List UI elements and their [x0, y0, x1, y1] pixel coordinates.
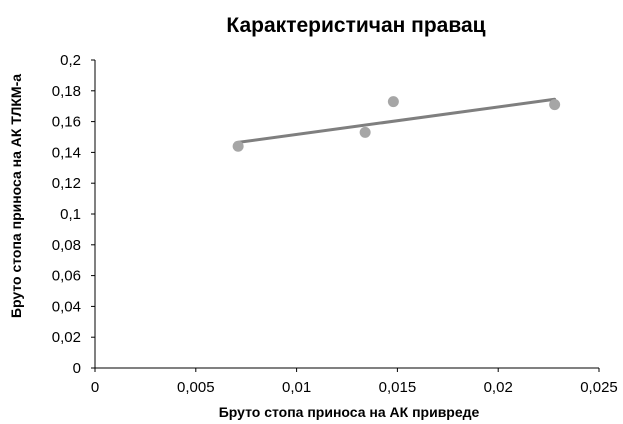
- y-tick-label: 0,02: [52, 329, 81, 346]
- y-tick-label: 0,14: [52, 144, 81, 161]
- y-tick-label: 0,2: [60, 52, 81, 69]
- x-tick-label: 0,01: [282, 379, 311, 396]
- x-tick-label: 0,02: [484, 379, 513, 396]
- data-point-4: [549, 99, 561, 111]
- y-tick-label: 0,1: [60, 206, 81, 223]
- data-point-3: [387, 96, 399, 108]
- x-axis-ticks: 0 0,005 0,01 0,015 0,02 0,025: [91, 368, 618, 396]
- trendline: [236, 97, 557, 144]
- x-tick-label: 0,005: [177, 379, 215, 396]
- y-axis-title: Бруто стопа приноса на АК ТЛКМ-а: [8, 74, 24, 318]
- y-axis-ticks: 0 0,02 0,04 0,06 0,08 0,1 0,12 0,14 0,16 0,18 0,2: [52, 52, 95, 377]
- x-tick-label: 0: [91, 379, 99, 396]
- data-point-1: [232, 140, 244, 152]
- y-tick-label: 0,08: [52, 237, 81, 254]
- x-tick-label: 0,015: [379, 379, 417, 396]
- y-tick-label: 0: [73, 360, 81, 377]
- chart-title: Карактеристичан правац: [226, 14, 485, 37]
- y-tick-label: 0,18: [52, 83, 81, 100]
- y-tick-label: 0,06: [52, 268, 81, 285]
- y-tick-label: 0,04: [52, 298, 81, 315]
- points-layer: [232, 96, 561, 152]
- x-axis-title: Бруто стопа приноса на АК привреде: [219, 404, 480, 420]
- trendline-layer: [236, 97, 557, 144]
- y-tick-label: 0,16: [52, 114, 81, 131]
- x-tick-label: 0,025: [580, 379, 618, 396]
- y-tick-label: 0,12: [52, 175, 81, 192]
- data-point-2: [359, 126, 371, 138]
